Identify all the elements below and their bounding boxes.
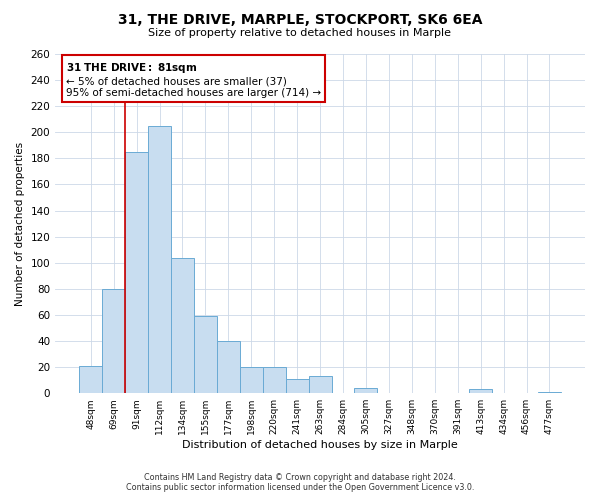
Bar [102,289,125,393]
Bar [355,388,377,393]
Bar [171,258,194,393]
Bar [263,367,286,393]
Bar [148,126,171,393]
Y-axis label: Number of detached properties: Number of detached properties [15,142,25,306]
Bar [125,152,148,393]
Bar [308,376,332,393]
Bar [240,367,263,393]
Bar [469,390,492,393]
Text: Size of property relative to detached houses in Marple: Size of property relative to detached ho… [149,28,452,38]
X-axis label: Distribution of detached houses by size in Marple: Distribution of detached houses by size … [182,440,458,450]
Bar [538,392,561,393]
Bar [286,379,308,393]
Text: Contains HM Land Registry data © Crown copyright and database right 2024.
Contai: Contains HM Land Registry data © Crown c… [126,473,474,492]
Bar [194,316,217,393]
Bar [79,366,102,393]
Text: 31, THE DRIVE, MARPLE, STOCKPORT, SK6 6EA: 31, THE DRIVE, MARPLE, STOCKPORT, SK6 6E… [118,12,482,26]
Bar [217,341,240,393]
Text: $\bf{31\ THE\ DRIVE:\ 81sqm}$
← 5% of detached houses are smaller (37)
95% of se: $\bf{31\ THE\ DRIVE:\ 81sqm}$ ← 5% of de… [66,61,321,98]
